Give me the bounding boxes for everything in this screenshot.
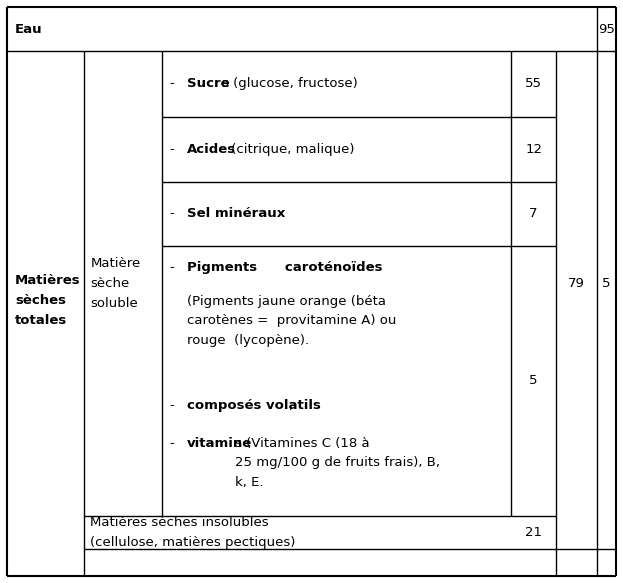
Text: 12: 12 [525, 143, 542, 156]
Text: Sel minéraux: Sel minéraux [187, 208, 285, 220]
Text: -: - [169, 143, 174, 156]
Text: vitamine: vitamine [187, 437, 252, 450]
Text: Acides: Acides [187, 143, 236, 156]
Text: Matière
sèche
soluble: Matière sèche soluble [90, 257, 141, 310]
Text: s (glucose, fructose): s (glucose, fructose) [222, 78, 358, 90]
Text: composés volatils: composés volatils [187, 399, 321, 412]
Text: 21: 21 [525, 526, 542, 539]
Text: Matières sèches insolubles
(cellulose, matières pectiques): Matières sèches insolubles (cellulose, m… [90, 517, 296, 549]
Text: -: - [169, 208, 174, 220]
Text: 5: 5 [602, 277, 611, 290]
Text: Sucre: Sucre [187, 78, 229, 90]
Text: Eau: Eau [15, 23, 42, 36]
Text: 5: 5 [530, 374, 538, 388]
Text: -: - [169, 78, 174, 90]
Text: 7: 7 [530, 208, 538, 220]
Text: -: - [169, 261, 174, 273]
Text: -: - [169, 399, 174, 412]
Text: s (Vitamines C (18 à
25 mg/100 g de fruits frais), B,
k, E.: s (Vitamines C (18 à 25 mg/100 g de frui… [235, 437, 440, 489]
Text: (citrique, malique): (citrique, malique) [227, 143, 355, 156]
Text: Matières
sèches
totales: Matières sèches totales [15, 274, 80, 326]
Text: -: - [169, 437, 174, 450]
Text: Pigments      caroténoïdes: Pigments caroténoïdes [187, 261, 383, 273]
Text: (Pigments jaune orange (béta
carotènes =  provitamine A) ou
rouge  (lycopène).: (Pigments jaune orange (béta carotènes =… [187, 295, 396, 347]
Text: ,: , [288, 399, 292, 412]
Text: 95: 95 [597, 23, 615, 36]
Text: 79: 79 [568, 277, 585, 290]
Text: 55: 55 [525, 78, 542, 90]
